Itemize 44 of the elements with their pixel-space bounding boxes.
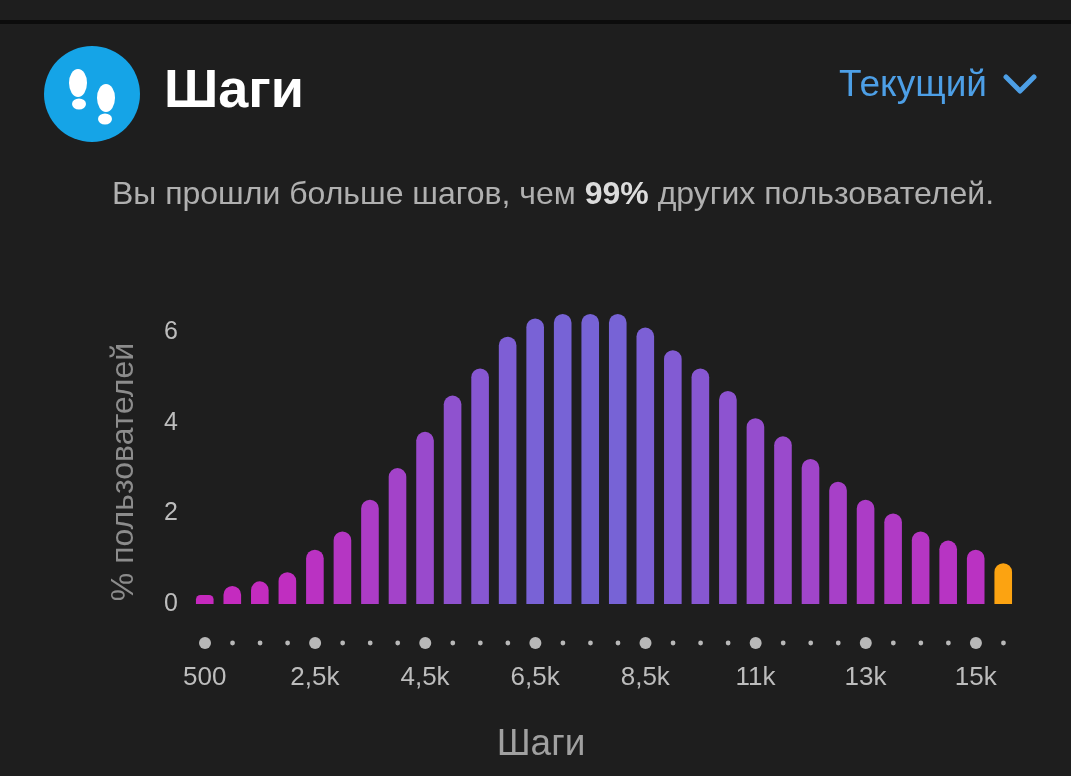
- bar: [581, 314, 600, 604]
- bar: [608, 314, 627, 604]
- bar: [553, 314, 572, 604]
- y-axis-title: % пользователей: [103, 342, 140, 602]
- bar: [746, 418, 765, 604]
- bar: [306, 549, 324, 604]
- y-tick-label: 2: [164, 497, 178, 526]
- bar: [416, 431, 434, 604]
- x-tick-label: 13k: [844, 660, 888, 691]
- bar: [774, 436, 792, 604]
- bar: [388, 468, 407, 604]
- y-tick-label: 4: [164, 406, 179, 435]
- bar: [801, 459, 820, 604]
- bar: [691, 368, 710, 604]
- chart-title: Шаги: [164, 58, 304, 118]
- x-tick-label: 2,5k: [290, 660, 341, 691]
- bar: [939, 540, 957, 604]
- bar: [856, 499, 875, 604]
- bar: [333, 531, 352, 604]
- y-tick-label: 0: [164, 587, 178, 616]
- x-tick-label: 15k: [954, 660, 998, 691]
- text: Текущий: [839, 62, 987, 106]
- x-tick-label: 8,5k: [620, 660, 671, 691]
- bar: [664, 350, 682, 604]
- bar: [829, 481, 847, 604]
- bar: [911, 531, 930, 604]
- bar: [498, 336, 517, 604]
- x-tick-label: 4,5k: [400, 660, 451, 691]
- bar: [636, 327, 655, 604]
- x-tick-label: 11k: [735, 660, 777, 691]
- bar: [884, 513, 902, 604]
- bar: [994, 563, 1013, 604]
- x-tick-label: 6,5k: [510, 660, 561, 691]
- bar: [443, 395, 462, 604]
- x-tick-label: 500: [183, 660, 227, 691]
- y-tick-label: 6: [164, 316, 178, 345]
- bar: [471, 368, 489, 604]
- bar: [361, 499, 379, 604]
- bar: [526, 318, 544, 604]
- bar: [719, 391, 737, 604]
- bar: [966, 549, 985, 604]
- x-axis-title: Шаги: [496, 722, 586, 764]
- chart-subtitle: Вы прошли больше шагов, чем 99% других пользователей.: [110, 174, 996, 213]
- bar: [278, 572, 297, 604]
